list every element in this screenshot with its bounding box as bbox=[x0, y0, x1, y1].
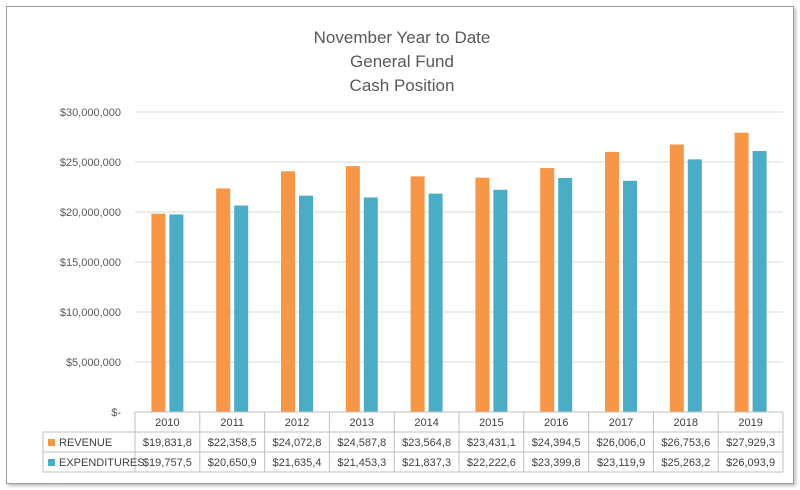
category-label: 2017 bbox=[609, 417, 633, 429]
bar-revenue-2015 bbox=[475, 177, 490, 412]
table-cell-revenue: $19,831,8 bbox=[143, 437, 192, 449]
bar-expenditures-2019 bbox=[752, 151, 767, 412]
bar-expenditures-2016 bbox=[558, 178, 573, 412]
bar-revenue-2019 bbox=[734, 132, 749, 412]
table-cell-expenditures: $21,453,3 bbox=[337, 457, 386, 469]
bar-expenditures-2018 bbox=[687, 159, 702, 412]
chart-title-line-2: General Fund bbox=[350, 52, 454, 71]
category-label: 2015 bbox=[479, 417, 503, 429]
category-label: 2013 bbox=[350, 417, 374, 429]
bar-revenue-2011 bbox=[216, 188, 231, 412]
bar-revenue-2016 bbox=[540, 168, 555, 412]
table-cell-revenue: $24,072,8 bbox=[273, 437, 322, 449]
table-cell-expenditures: $26,093,9 bbox=[726, 457, 775, 469]
category-label: 2011 bbox=[220, 417, 244, 429]
table-cell-expenditures: $22,222,6 bbox=[467, 457, 516, 469]
bar-expenditures-2012 bbox=[299, 195, 313, 412]
legend-label-revenue: REVENUE bbox=[59, 437, 112, 449]
category-label: 2018 bbox=[674, 417, 698, 429]
table-cell-expenditures: $21,837,3 bbox=[402, 457, 451, 469]
bar-expenditures-2011 bbox=[234, 205, 249, 412]
y-tick-label: $25,000,000 bbox=[60, 157, 121, 169]
table-cell-expenditures: $21,635,4 bbox=[273, 457, 322, 469]
table-cell-expenditures: $25,263,2 bbox=[661, 457, 710, 469]
table-cell-expenditures: $23,399,8 bbox=[532, 457, 581, 469]
table-cell-expenditures: $23,119,9 bbox=[597, 457, 645, 469]
chart-title-line-3: Cash Position bbox=[350, 76, 455, 95]
legend-label-expenditures: EXPENDITURES bbox=[59, 457, 145, 469]
y-tick-label: $5,000,000 bbox=[66, 357, 121, 369]
bar-expenditures-2013 bbox=[363, 197, 378, 412]
table-cell-expenditures: $20,650,9 bbox=[208, 457, 257, 469]
y-tick-label: $20,000,000 bbox=[60, 207, 121, 219]
bar-expenditures-2017 bbox=[623, 180, 637, 412]
bars bbox=[151, 132, 767, 413]
category-label: 2014 bbox=[414, 417, 438, 429]
bar-revenue-2017 bbox=[605, 151, 619, 412]
bar-expenditures-2014 bbox=[428, 193, 443, 412]
table-cell-revenue: $23,431,1 bbox=[467, 437, 516, 449]
legend-key-revenue bbox=[48, 439, 55, 446]
chart-title: November Year to Date General Fund Cash … bbox=[314, 28, 491, 95]
table-cell-revenue: $23,564,8 bbox=[402, 437, 451, 449]
table-cell-revenue: $22,358,5 bbox=[208, 437, 257, 449]
category-label: 2012 bbox=[285, 417, 309, 429]
table-cell-revenue: $24,587,8 bbox=[337, 437, 386, 449]
table-cell-revenue: $24,394,5 bbox=[532, 437, 581, 449]
bar-expenditures-2015 bbox=[493, 189, 508, 412]
chart-title-line-1: November Year to Date bbox=[314, 28, 491, 47]
legend-key-expenditures bbox=[48, 459, 55, 466]
bar-expenditures-2010 bbox=[169, 214, 184, 412]
bar-revenue-2012 bbox=[281, 171, 295, 412]
bar-chart: November Year to Date General Fund Cash … bbox=[42, 28, 784, 473]
bar-revenue-2018 bbox=[669, 144, 684, 413]
bar-revenue-2013 bbox=[345, 166, 360, 412]
data-table: 2010 2011 2012 2013 2014 2015 2016 2017 2018 2019… bbox=[42, 411, 784, 473]
y-tick-label: $- bbox=[111, 407, 121, 419]
table-cell-expenditures: $19,757,5 bbox=[143, 457, 192, 469]
category-label: 2016 bbox=[544, 417, 568, 429]
y-tick-label: $30,000,000 bbox=[60, 107, 121, 119]
category-label: 2019 bbox=[738, 417, 762, 429]
table-cell-revenue: $26,006,0 bbox=[597, 437, 646, 449]
bar-revenue-2010 bbox=[151, 213, 166, 412]
y-tick-label: $10,000,000 bbox=[60, 307, 121, 319]
chart-frame: November Year to Date General Fund Cash … bbox=[6, 6, 794, 484]
gridlines bbox=[135, 111, 783, 363]
table-cell-revenue: $26,753,6 bbox=[661, 437, 710, 449]
y-tick-label: $15,000,000 bbox=[60, 257, 121, 269]
bar-revenue-2014 bbox=[410, 176, 425, 412]
category-label: 2010 bbox=[155, 417, 179, 429]
y-axis-ticks: $- $5,000,000 $10,000,000 $15,000,000 $20,00… bbox=[60, 107, 122, 419]
table-cell-revenue: $27,929,3 bbox=[726, 437, 775, 449]
